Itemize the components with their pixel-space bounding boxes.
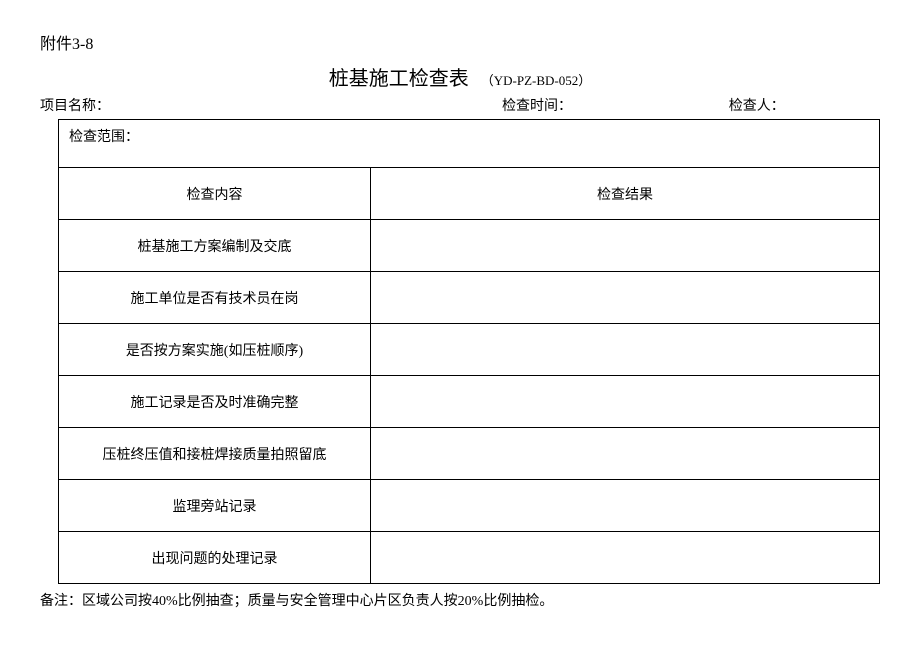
doc-code: （YD-PZ-BD-052） — [481, 73, 592, 88]
table-row: 出现问题的处理记录 — [59, 532, 880, 584]
result-cell — [370, 324, 879, 376]
scope-row: 检查范围： — [59, 120, 880, 168]
content-cell: 是否按方案实施(如压桩顺序) — [59, 324, 371, 376]
header-content: 检查内容 — [59, 168, 371, 220]
header-result: 检查结果 — [370, 168, 879, 220]
content-cell: 施工单位是否有技术员在岗 — [59, 272, 371, 324]
header-row: 检查内容 检查结果 — [59, 168, 880, 220]
table-row: 是否按方案实施(如压桩顺序) — [59, 324, 880, 376]
title-row: 桩基施工检查表 （YD-PZ-BD-052） — [40, 62, 880, 91]
meta-row: 项目名称： 检查时间： 检查人： — [40, 95, 880, 115]
meta-time-label: 检查时间： — [502, 95, 729, 115]
meta-inspector-label: 检查人： — [729, 95, 880, 115]
inspection-table: 检查范围： 检查内容 检查结果 桩基施工方案编制及交底 施工单位是否有技术员在岗… — [58, 119, 880, 584]
content-cell: 桩基施工方案编制及交底 — [59, 220, 371, 272]
scope-cell: 检查范围： — [59, 120, 880, 168]
result-cell — [370, 272, 879, 324]
result-cell — [370, 376, 879, 428]
main-title: 桩基施工检查表 — [329, 68, 469, 90]
result-cell — [370, 428, 879, 480]
footnote: 备注：区域公司按40%比例抽查；质量与安全管理中心片区负责人按20%比例抽检。 — [40, 590, 880, 610]
content-cell: 监理旁站记录 — [59, 480, 371, 532]
result-cell — [370, 532, 879, 584]
attachment-label: 附件3-8 — [40, 30, 880, 54]
meta-project-label: 项目名称： — [40, 95, 502, 115]
table-row: 施工单位是否有技术员在岗 — [59, 272, 880, 324]
content-cell: 压桩终压值和接桩焊接质量拍照留底 — [59, 428, 371, 480]
table-row: 监理旁站记录 — [59, 480, 880, 532]
result-cell — [370, 220, 879, 272]
content-cell: 出现问题的处理记录 — [59, 532, 371, 584]
content-cell: 施工记录是否及时准确完整 — [59, 376, 371, 428]
table-row: 压桩终压值和接桩焊接质量拍照留底 — [59, 428, 880, 480]
table-row: 桩基施工方案编制及交底 — [59, 220, 880, 272]
table-row: 施工记录是否及时准确完整 — [59, 376, 880, 428]
result-cell — [370, 480, 879, 532]
